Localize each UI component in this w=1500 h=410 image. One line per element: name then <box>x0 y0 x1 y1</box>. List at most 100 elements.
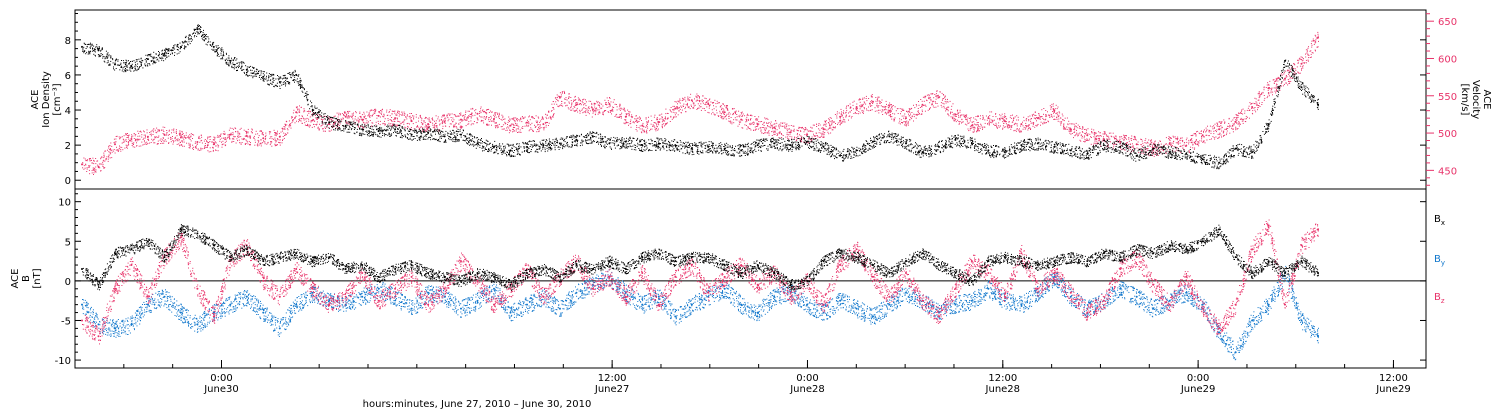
data-dot <box>353 120 355 122</box>
data-dot <box>281 142 283 144</box>
data-dot <box>933 106 935 108</box>
data-dot <box>114 69 116 71</box>
data-dot <box>753 122 755 124</box>
data-dot <box>369 120 371 121</box>
data-dot <box>138 58 140 60</box>
data-dot <box>661 126 663 128</box>
data-dot <box>129 139 130 141</box>
data-dot <box>1008 121 1010 122</box>
data-dot <box>340 113 341 115</box>
data-dot <box>1154 141 1156 143</box>
data-dot <box>995 113 997 115</box>
data-dot <box>893 120 895 122</box>
data-dot <box>275 141 277 143</box>
data-dot <box>189 145 191 147</box>
data-dot <box>130 61 131 62</box>
data-dot <box>108 154 110 156</box>
data-dot <box>175 129 177 131</box>
data-dot <box>319 114 320 116</box>
data-dot <box>518 131 520 133</box>
data-dot <box>610 110 612 112</box>
data-dot <box>721 117 723 119</box>
data-dot <box>528 116 530 118</box>
data-dot <box>1063 126 1065 128</box>
data-dot <box>610 110 611 112</box>
data-dot <box>1275 79 1277 81</box>
data-dot <box>751 123 753 125</box>
data-dot <box>220 133 222 135</box>
data-dot <box>568 108 570 110</box>
data-dot <box>818 132 820 134</box>
data-dot <box>764 130 766 132</box>
data-dot <box>897 108 899 110</box>
data-dot <box>1184 145 1186 147</box>
data-dot <box>1311 40 1313 42</box>
data-dot <box>1268 83 1270 85</box>
data-dot <box>1148 139 1150 141</box>
data-dot <box>143 137 145 139</box>
data-dot <box>527 125 529 127</box>
data-dot <box>197 149 199 151</box>
data-dot <box>1118 140 1120 142</box>
data-dot <box>1062 119 1064 121</box>
data-dot <box>308 118 310 120</box>
data-dot <box>298 115 300 117</box>
data-dot <box>437 129 439 131</box>
data-dot <box>924 104 926 106</box>
data-dot <box>561 91 563 93</box>
data-dot <box>100 53 102 54</box>
data-dot <box>692 107 694 109</box>
data-dot <box>1057 120 1059 122</box>
data-dot <box>947 113 949 115</box>
data-dot <box>831 120 833 121</box>
data-dot <box>1025 118 1027 120</box>
data-dot <box>114 60 116 62</box>
data-dot <box>543 127 545 129</box>
data-dot <box>708 105 710 107</box>
data-dot <box>971 121 973 123</box>
data-dot <box>687 98 689 100</box>
data-dot <box>681 109 683 111</box>
data-dot <box>1019 131 1021 133</box>
data-dot <box>305 120 307 122</box>
data-dot <box>657 121 659 123</box>
data-dot <box>738 123 740 125</box>
data-dot <box>599 112 601 114</box>
data-dot <box>1171 142 1173 144</box>
data-dot <box>723 109 725 111</box>
data-dot <box>463 114 465 116</box>
data-dot <box>361 114 363 116</box>
data-dot <box>85 44 87 45</box>
data-dot <box>397 112 399 113</box>
data-dot <box>774 130 776 132</box>
data-dot <box>855 109 857 111</box>
data-dot <box>889 102 891 104</box>
data-dot <box>735 119 737 121</box>
data-dot <box>1209 139 1211 140</box>
data-dot <box>514 120 516 122</box>
data-dot <box>175 132 177 134</box>
data-dot <box>299 120 301 122</box>
data-dot <box>371 109 373 111</box>
data-dot <box>565 105 567 107</box>
data-dot <box>1247 107 1249 109</box>
data-dot <box>130 67 132 69</box>
data-dot <box>536 131 538 133</box>
data-dot <box>192 144 194 146</box>
data-dot <box>746 114 748 116</box>
data-dot <box>538 117 540 119</box>
data-dot <box>801 136 803 138</box>
data-dot <box>1241 119 1243 120</box>
data-dot <box>124 62 126 64</box>
data-dot <box>366 122 368 124</box>
data-dot <box>303 119 305 121</box>
data-dot <box>270 131 272 133</box>
data-dot <box>947 101 949 103</box>
data-dot <box>1313 40 1314 42</box>
data-dot <box>88 50 90 52</box>
data-dot <box>103 166 104 168</box>
data-dot <box>434 127 436 129</box>
data-dot <box>722 110 724 112</box>
data-dot <box>375 109 377 111</box>
data-dot <box>905 124 907 126</box>
